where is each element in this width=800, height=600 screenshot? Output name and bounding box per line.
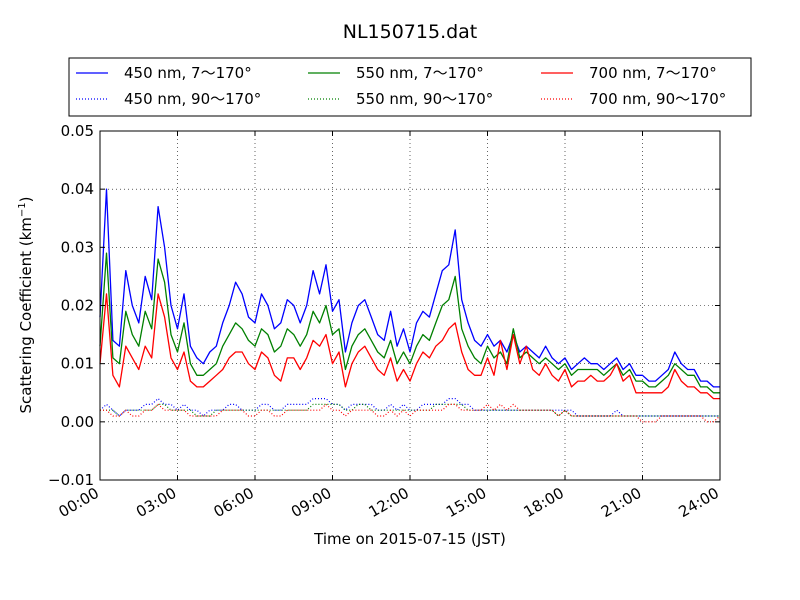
y-tick-label: 0.05 [61,122,94,140]
y-tick-label: 0.01 [61,355,94,373]
y-tick-label: 0.00 [61,413,94,431]
y-tick-label: 0.02 [61,297,94,315]
y-axis-label: Scattering Coefficient (km−1) [17,196,35,413]
y-axis-label-unit-sup: −1 [17,202,28,217]
legend-label-4: 700 nm, 7～170° [589,64,717,82]
legend-label-5: 700 nm, 90～170° [589,90,726,108]
legend-label-0: 450 nm, 7～170° [124,64,252,82]
y-axis-label-main: Scattering Coefficient (km [17,217,35,413]
series-line-3 [100,403,720,417]
series-line-0 [99,188,720,388]
series-layer [99,188,721,423]
legend-label-3: 550 nm, 90～170° [356,90,493,108]
series-line-4 [99,293,720,400]
legend-box [68,57,752,117]
y-tick-label: −0.01 [48,471,94,489]
chart-title: NL150715.dat [343,21,478,43]
legend: 450 nm, 7～170° 450 nm, 90～170° 550 nm, 7～1… [68,57,752,117]
y-tick-label: 0.03 [61,238,94,256]
legend-label-2: 550 nm, 7～170° [356,64,484,82]
y-tick-label: 0.04 [61,180,94,198]
y-axis-label-suffix: ) [17,196,35,202]
legend-label-1: 450 nm, 90～170° [124,90,261,108]
x-axis-label: Time on 2015-07-15 (JST) [313,530,506,548]
